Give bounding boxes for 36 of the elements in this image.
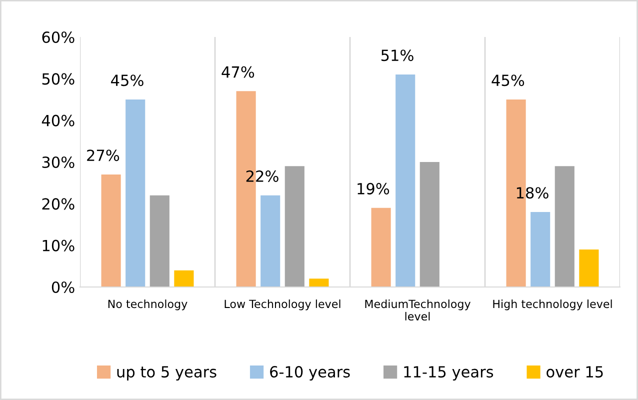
bar <box>174 270 194 287</box>
bar <box>420 162 440 287</box>
legend-label: up to 5 years <box>117 366 216 381</box>
data-label: 51% <box>381 50 414 62</box>
data-label: 45% <box>111 74 144 86</box>
legend-label: 6-10 years <box>270 366 350 381</box>
bar <box>554 166 574 287</box>
data-label: 18% <box>516 187 548 199</box>
y-tick-label: 30% <box>42 156 74 168</box>
y-tick-label: 0% <box>52 281 74 294</box>
bar <box>579 250 599 287</box>
y-tick-label: 50% <box>42 73 74 85</box>
x-tick-label: Low Technology level <box>224 300 340 310</box>
data-label: 19% <box>358 182 390 194</box>
y-tick-label: 40% <box>42 114 74 126</box>
x-tick-label: High technology level <box>493 300 612 310</box>
bar <box>309 278 329 287</box>
bar <box>284 166 304 287</box>
y-tick-label: 10% <box>42 240 74 252</box>
y-tick-label: 60% <box>42 31 74 44</box>
data-label: 47% <box>222 66 254 78</box>
x-tick-label: MediumTechnology level <box>365 300 470 321</box>
bar <box>371 208 391 287</box>
data-label: 45% <box>492 74 524 86</box>
legend-label: 11-15 years <box>404 366 494 381</box>
data-label: 22% <box>246 170 278 182</box>
bar <box>530 212 550 287</box>
bar <box>260 195 280 287</box>
bar <box>150 195 170 287</box>
y-tick-label: 20% <box>42 198 74 210</box>
bar <box>396 74 416 287</box>
bar <box>126 100 146 287</box>
data-label: 27% <box>87 150 120 162</box>
x-tick-label: No technology <box>108 300 188 310</box>
legend-label: over 15 <box>546 366 603 378</box>
bar <box>101 174 121 287</box>
